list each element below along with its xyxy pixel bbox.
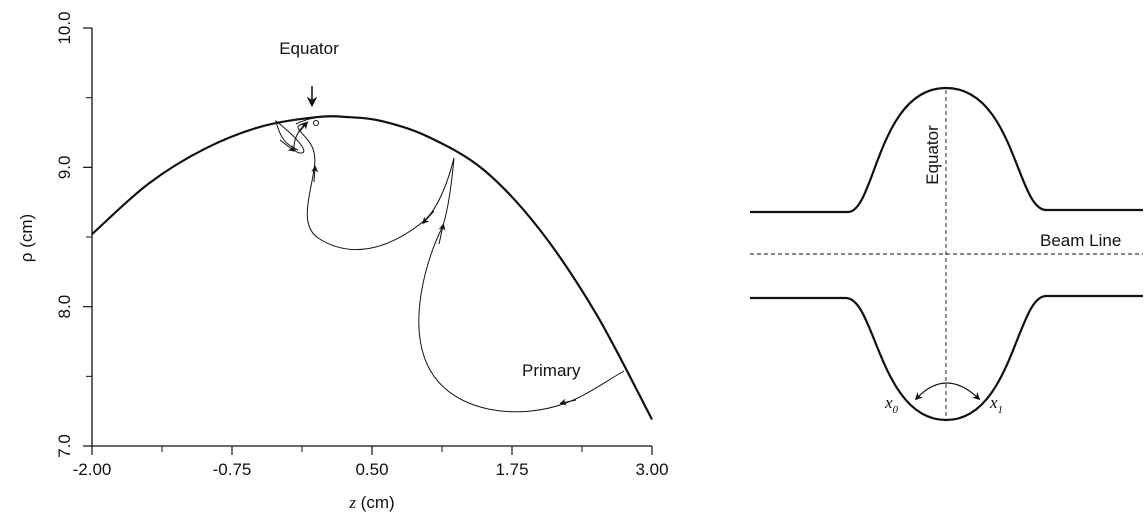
trajectory-arrow <box>279 139 296 152</box>
trajectory-to-equator <box>295 117 316 125</box>
cavity-wall-curve <box>91 115 653 421</box>
electron-trajectory <box>297 121 625 413</box>
x-axis-label: z (cm) <box>348 493 394 512</box>
trajectory-loop <box>275 119 309 154</box>
equator-annotation: Equator <box>279 39 339 58</box>
trajectory-arrow <box>422 210 435 225</box>
trajectory-arrow <box>311 165 319 183</box>
x1-label: x1 <box>989 393 1003 416</box>
y-tick-label: 10.0 <box>55 11 74 44</box>
cavity-diagram: Equator Beam Line x0 x1 <box>750 86 1143 422</box>
beam-line-label: Beam Line <box>1040 231 1121 250</box>
trajectory-arrow <box>559 398 577 406</box>
x-tick-label: 0.50 <box>355 460 388 479</box>
y-ticks: 10.0 9.0 8.0 7.0 <box>55 11 92 458</box>
trajectory-arrow <box>298 121 308 133</box>
y-tick-label: 7.0 <box>55 434 74 458</box>
primary-annotation: Primary <box>522 361 581 380</box>
equator-impact-point <box>313 120 319 126</box>
y-axis-label: ρ (cm) <box>17 214 36 262</box>
x-tick-label: 3.00 <box>635 460 668 479</box>
trajectory-plot: 10.0 9.0 8.0 7.0 -2.00 -0.75 0.50 1.75 3.00 ρ (… <box>17 11 669 512</box>
trajectory-arrow <box>438 223 446 245</box>
y-tick-label: 9.0 <box>55 156 74 180</box>
x-ticks: -2.00 -0.75 0.50 1.75 3.00 <box>73 446 669 479</box>
x-tick-label: -0.75 <box>213 460 252 479</box>
x0-x1-arc <box>914 382 981 401</box>
cavity-lower-wall <box>750 294 1143 422</box>
x-tick-label: 1.75 <box>495 460 528 479</box>
x0-label: x0 <box>884 393 899 416</box>
x-tick-label: -2.00 <box>73 460 112 479</box>
equator-label: Equator <box>923 125 942 185</box>
y-tick-label: 8.0 <box>55 295 74 319</box>
cavity-upper-wall <box>750 86 1143 214</box>
